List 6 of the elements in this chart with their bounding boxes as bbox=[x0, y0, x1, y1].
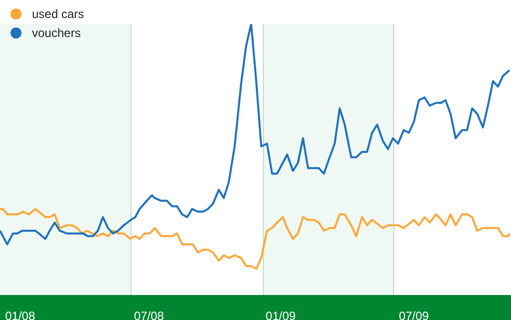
x-tick-label: 01/08 bbox=[5, 309, 36, 320]
x-tick-label: 01/09 bbox=[266, 309, 296, 320]
legend-label: used cars bbox=[32, 6, 84, 20]
legend-label: vouchers bbox=[32, 26, 81, 40]
x-tick-label: 07/08 bbox=[134, 309, 164, 320]
x-tick-label: 07/09 bbox=[398, 309, 430, 320]
